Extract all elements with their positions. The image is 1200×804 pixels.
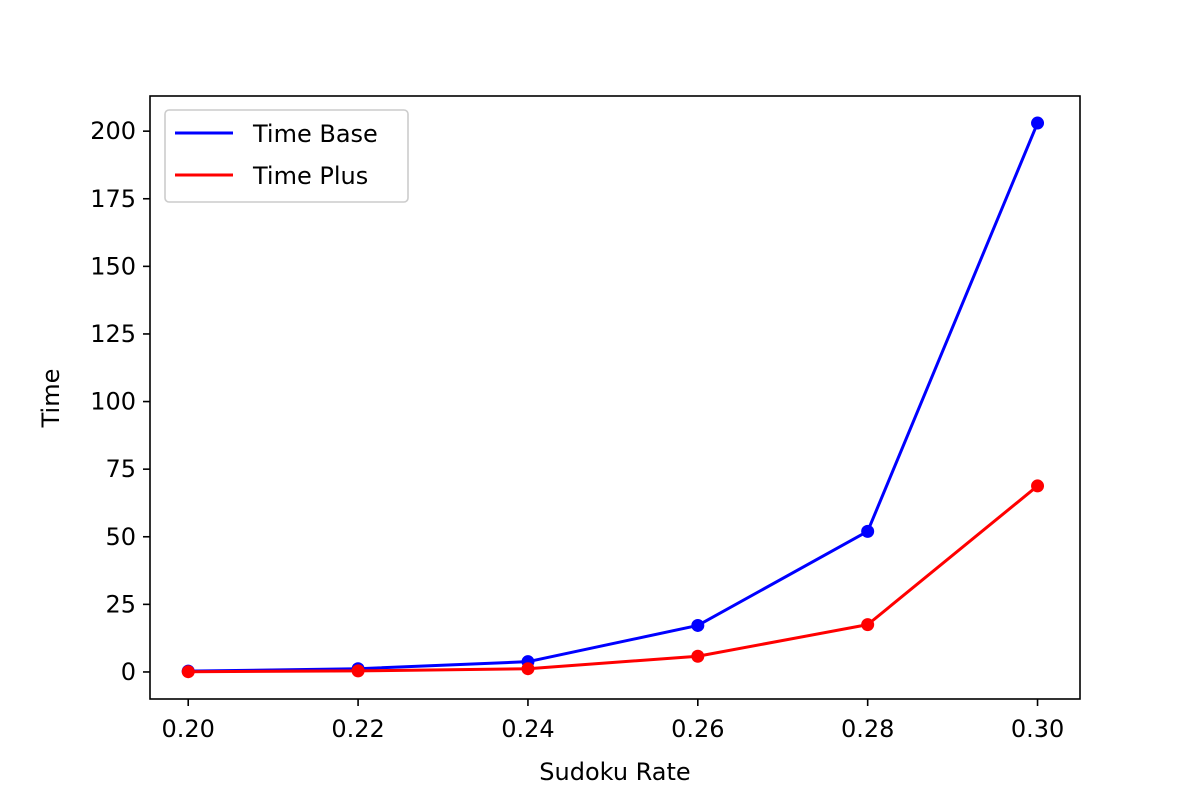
series-layer [181, 116, 1045, 679]
y-tick-label: 150 [90, 252, 136, 280]
y-tick-label: 175 [90, 185, 136, 213]
y-tick-label: 0 [121, 658, 136, 686]
x-tick-label: 0.24 [501, 715, 554, 743]
plot-frame [149, 95, 1081, 700]
legend-label-time-plus: Time Plus [252, 162, 368, 190]
y-tick-label: 200 [90, 117, 136, 145]
data-point-time-base [691, 618, 705, 632]
data-point-time-plus [521, 662, 535, 676]
x-tick-label: 0.28 [841, 715, 894, 743]
data-point-time-plus [181, 665, 195, 679]
axes-layer: 0.20 0.22 0.24 0.26 0.28 0.30 0 25 50 75 100 125 150… [90, 95, 1081, 743]
x-tick-label: 0.20 [162, 715, 215, 743]
data-point-time-plus [861, 618, 875, 632]
data-point-time-plus [1031, 479, 1045, 493]
legend-label-time-base: Time Base [252, 120, 378, 148]
series-line-time-plus [186, 483, 1040, 674]
y-axis-label: Time [37, 369, 65, 429]
series-line-time-base [186, 121, 1040, 673]
y-tick-label: 75 [105, 455, 136, 483]
data-point-time-plus [691, 649, 705, 663]
x-tick-label: 0.26 [671, 715, 724, 743]
x-tick-label: 0.22 [331, 715, 384, 743]
y-tick-label: 25 [105, 590, 136, 618]
x-tick-label: 0.30 [1011, 715, 1064, 743]
y-tick-label: 50 [105, 523, 136, 551]
data-point-time-base [1031, 116, 1045, 130]
data-point-time-plus [351, 664, 365, 678]
data-point-time-base [861, 524, 875, 538]
legend: Time Base Time Plus [164, 109, 409, 203]
y-tick-label: 100 [90, 388, 136, 416]
x-axis-label: Sudoku Rate [539, 758, 690, 786]
y-tick-label: 125 [90, 320, 136, 348]
